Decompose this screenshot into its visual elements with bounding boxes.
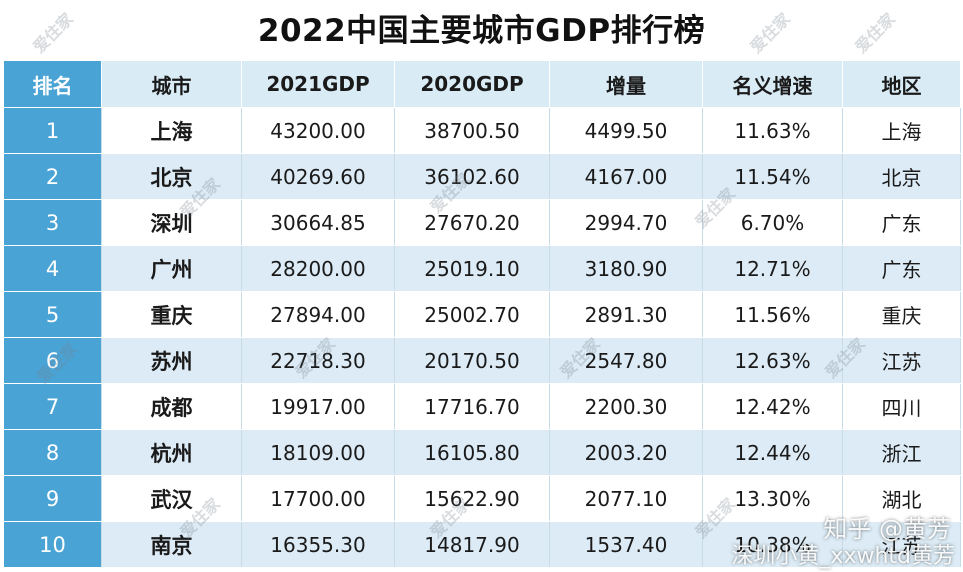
growth-cell: 6.70%: [702, 199, 843, 246]
region-cell: 北京: [842, 153, 961, 200]
header-rank: 排名: [3, 60, 102, 108]
city-cell: 武汉: [101, 475, 242, 522]
table-row: 1 上海 43200.00 38700.50 4499.50 11.63% 上海: [3, 107, 961, 154]
table-row: 9 武汉 17700.00 15622.90 2077.10 13.30% 湖北: [3, 475, 961, 522]
increase-cell: 4167.00: [549, 153, 703, 200]
increase-cell: 4499.50: [549, 107, 703, 154]
increase-cell: 1537.40: [549, 521, 703, 568]
header-gdp2020: 2020GDP: [394, 60, 550, 108]
rank-cell: 10: [3, 521, 102, 568]
header-increase: 增量: [549, 60, 703, 108]
region-cell: 江苏: [842, 521, 961, 568]
growth-cell: 11.56%: [702, 291, 843, 338]
growth-cell: 13.30%: [702, 475, 843, 522]
gdp-ranking-table: 排名 城市 2021GDP 2020GDP 增量 名义增速 地区 1 上海 43…: [3, 60, 961, 568]
header-city: 城市: [101, 60, 242, 108]
gdp2020-cell: 25019.10: [394, 245, 550, 292]
rank-cell: 1: [3, 107, 102, 154]
header-gdp2021: 2021GDP: [241, 60, 395, 108]
growth-cell: 12.42%: [702, 383, 843, 430]
table-row: 5 重庆 27894.00 25002.70 2891.30 11.56% 重庆: [3, 291, 961, 338]
gdp2021-cell: 16355.30: [241, 521, 395, 568]
gdp2020-cell: 20170.50: [394, 337, 550, 384]
gdp2021-cell: 18109.00: [241, 429, 395, 476]
table-row: 4 广州 28200.00 25019.10 3180.90 12.71% 广东: [3, 245, 961, 292]
zhihu-watermark: 知乎 @黄芳: [823, 515, 951, 543]
gdp2021-cell: 40269.60: [241, 153, 395, 200]
gdp2021-cell: 27894.00: [241, 291, 395, 338]
rank-cell: 8: [3, 429, 102, 476]
gdp2021-cell: 19917.00: [241, 383, 395, 430]
rank-cell: 5: [3, 291, 102, 338]
table-row: 7 成都 19917.00 17716.70 2200.30 12.42% 四川: [3, 383, 961, 430]
increase-cell: 2994.70: [549, 199, 703, 246]
gdp2020-cell: 16105.80: [394, 429, 550, 476]
growth-cell: 12.71%: [702, 245, 843, 292]
region-cell: 湖北: [842, 475, 961, 522]
table-row: 3 深圳 30664.85 27670.20 2994.70 6.70% 广东: [3, 199, 961, 246]
rank-cell: 7: [3, 383, 102, 430]
gdp2021-cell: 43200.00: [241, 107, 395, 154]
city-cell: 南京: [101, 521, 242, 568]
region-cell: 江苏: [842, 337, 961, 384]
weibo-watermark: 深圳小黄_xxwhtd黄芳: [731, 544, 955, 569]
rank-cell: 6: [3, 337, 102, 384]
table-row: 6 苏州 22718.30 20170.50 2547.80 12.63% 江苏: [3, 337, 961, 384]
table-header-row: 排名 城市 2021GDP 2020GDP 增量 名义增速 地区: [3, 60, 961, 108]
header-region: 地区: [842, 60, 961, 108]
rank-cell: 4: [3, 245, 102, 292]
growth-cell: 10.38%: [702, 521, 843, 568]
gdp2021-cell: 28200.00: [241, 245, 395, 292]
table-row: 10 南京 16355.30 14817.90 1537.40 10.38% 江…: [3, 521, 961, 568]
gdp2020-cell: 25002.70: [394, 291, 550, 338]
city-cell: 广州: [101, 245, 242, 292]
rank-cell: 2: [3, 153, 102, 200]
table-row: 8 杭州 18109.00 16105.80 2003.20 12.44% 浙江: [3, 429, 961, 476]
gdp2020-cell: 17716.70: [394, 383, 550, 430]
growth-cell: 11.63%: [702, 107, 843, 154]
gdp2020-cell: 14817.90: [394, 521, 550, 568]
gdp2020-cell: 27670.20: [394, 199, 550, 246]
city-cell: 深圳: [101, 199, 242, 246]
gdp2020-cell: 36102.60: [394, 153, 550, 200]
region-cell: 广东: [842, 199, 961, 246]
increase-cell: 2003.20: [549, 429, 703, 476]
growth-cell: 12.44%: [702, 429, 843, 476]
city-cell: 苏州: [101, 337, 242, 384]
region-cell: 重庆: [842, 291, 961, 338]
increase-cell: 2547.80: [549, 337, 703, 384]
gdp2020-cell: 15622.90: [394, 475, 550, 522]
increase-cell: 2077.10: [549, 475, 703, 522]
gdp2021-cell: 17700.00: [241, 475, 395, 522]
region-cell: 广东: [842, 245, 961, 292]
city-cell: 成都: [101, 383, 242, 430]
table-row: 2 北京 40269.60 36102.60 4167.00 11.54% 北京: [3, 153, 961, 200]
rank-cell: 3: [3, 199, 102, 246]
increase-cell: 2200.30: [549, 383, 703, 430]
growth-cell: 11.54%: [702, 153, 843, 200]
header-growth: 名义增速: [702, 60, 843, 108]
table-title: 2022中国主要城市GDP排行榜: [257, 13, 706, 49]
city-cell: 重庆: [101, 291, 242, 338]
rank-cell: 9: [3, 475, 102, 522]
region-cell: 四川: [842, 383, 961, 430]
increase-cell: 3180.90: [549, 245, 703, 292]
growth-cell: 12.63%: [702, 337, 843, 384]
region-cell: 上海: [842, 107, 961, 154]
increase-cell: 2891.30: [549, 291, 703, 338]
city-cell: 杭州: [101, 429, 242, 476]
gdp2021-cell: 22718.30: [241, 337, 395, 384]
gdp2021-cell: 30664.85: [241, 199, 395, 246]
city-cell: 北京: [101, 153, 242, 200]
gdp2020-cell: 38700.50: [394, 107, 550, 154]
region-cell: 浙江: [842, 429, 961, 476]
city-cell: 上海: [101, 107, 242, 154]
